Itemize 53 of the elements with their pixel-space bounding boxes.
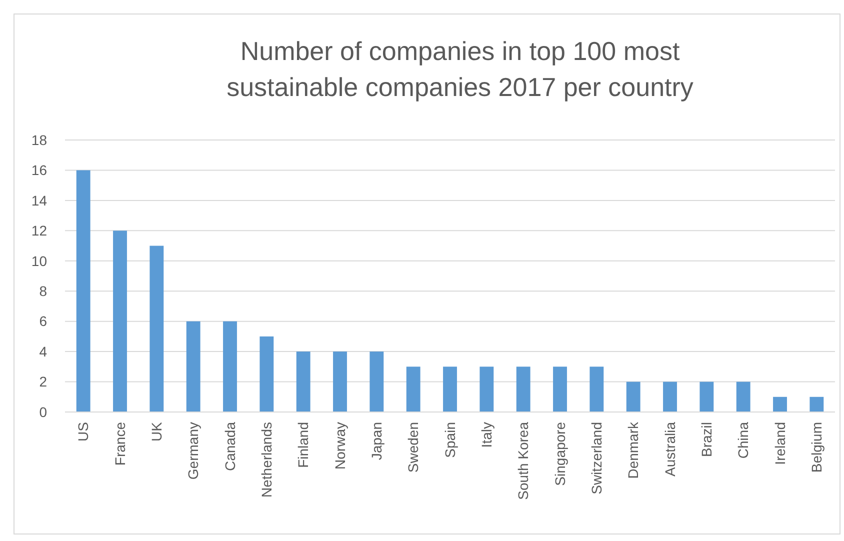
bar xyxy=(333,352,347,412)
x-tick-label: France xyxy=(112,422,128,466)
x-tick-label: Italy xyxy=(478,422,495,448)
bar xyxy=(810,396,824,412)
x-tick-label: Canada xyxy=(222,422,238,472)
bar xyxy=(406,366,420,412)
bar xyxy=(260,336,274,412)
x-tick-label: Germany xyxy=(185,422,202,480)
y-tick-label: 6 xyxy=(39,313,48,330)
bar xyxy=(663,382,677,412)
x-tick-label: China xyxy=(735,422,752,459)
bar xyxy=(443,366,457,412)
x-tick-label: Japan xyxy=(368,422,385,460)
x-tick-label: Denmark xyxy=(625,421,642,479)
bar xyxy=(516,366,530,412)
chart-title: Number of companies in top 100 most sustainable companies 2017 per country xyxy=(226,36,694,102)
y-tick-label: 4 xyxy=(39,343,48,360)
x-tick-label: Finland xyxy=(295,422,312,468)
bar xyxy=(626,382,640,412)
x-tick-label: Brazil xyxy=(698,422,715,458)
y-tick-label: 16 xyxy=(31,162,48,178)
y-tick-label: 10 xyxy=(31,252,48,269)
y-tick-label: 12 xyxy=(31,222,48,239)
y-tick-label: 14 xyxy=(31,192,48,208)
bar xyxy=(553,366,567,412)
bar xyxy=(186,321,200,412)
x-tick-label: US xyxy=(75,422,92,442)
y-tick-label: 18 xyxy=(31,132,48,148)
x-tick-label: Belgium xyxy=(808,422,825,473)
x-tick-label: Sweden xyxy=(405,422,422,473)
x-tick-label: Netherlands xyxy=(258,422,275,498)
bar xyxy=(736,382,750,412)
x-tick-label: Norway xyxy=(332,422,348,470)
bar xyxy=(480,366,494,412)
bar xyxy=(773,396,787,412)
x-tick-label: Ireland xyxy=(772,422,788,465)
bar xyxy=(590,366,604,412)
x-tick-label: Australia xyxy=(662,422,678,476)
y-tick-label: 2 xyxy=(39,374,48,390)
x-tick-label: Spain xyxy=(442,422,458,458)
bar xyxy=(370,352,384,412)
x-tick-label: UK xyxy=(148,421,165,442)
bar xyxy=(700,382,714,412)
bar xyxy=(296,352,310,412)
bar xyxy=(76,170,90,412)
y-tick-label: 8 xyxy=(39,283,48,300)
x-tick-label: Singapore xyxy=(552,422,568,486)
x-tick-label: Switzerland xyxy=(588,422,605,494)
bar xyxy=(223,321,237,412)
bar xyxy=(113,230,127,412)
x-tick-label: South Korea xyxy=(515,422,532,500)
bar xyxy=(150,246,164,412)
y-tick-label: 0 xyxy=(39,404,48,420)
